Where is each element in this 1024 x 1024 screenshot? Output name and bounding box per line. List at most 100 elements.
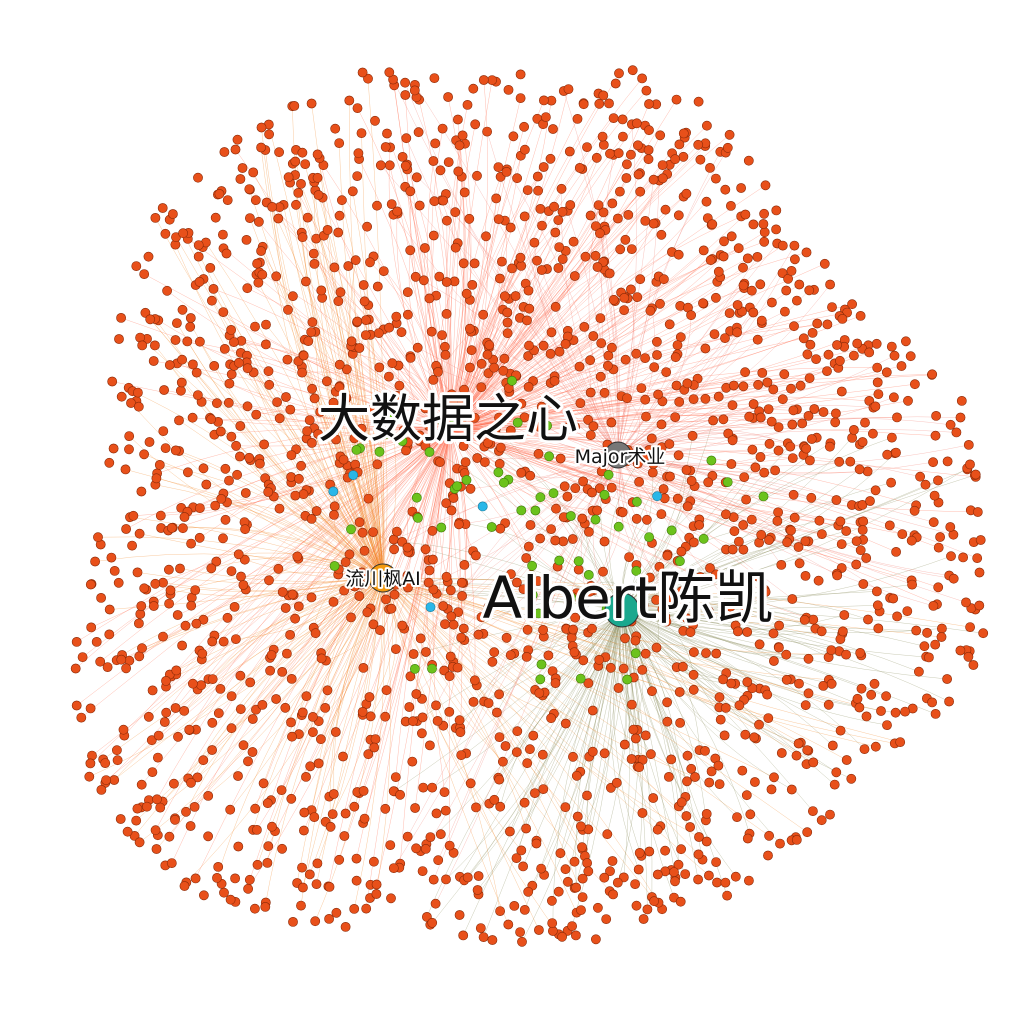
leaf-node bbox=[495, 906, 505, 916]
leaf-node bbox=[264, 379, 275, 390]
leaf-node bbox=[905, 351, 916, 362]
leaf-node bbox=[727, 400, 738, 411]
edge bbox=[425, 429, 454, 653]
leaf-node bbox=[499, 353, 510, 364]
edge bbox=[182, 309, 384, 579]
edge bbox=[291, 429, 451, 799]
leaf-node bbox=[148, 356, 159, 366]
leaf-node bbox=[262, 858, 273, 868]
leaf-node bbox=[181, 806, 191, 817]
edge bbox=[437, 368, 619, 456]
leaf-node bbox=[280, 702, 291, 713]
leaf-node bbox=[307, 317, 318, 328]
leaf-node bbox=[155, 510, 166, 521]
leaf-node bbox=[726, 459, 737, 469]
leaf-node bbox=[711, 173, 721, 184]
leaf-node bbox=[786, 383, 796, 394]
leaf-node bbox=[212, 873, 222, 883]
leaf-node bbox=[808, 757, 819, 768]
leaf-node bbox=[469, 258, 480, 269]
labels-layer: 大数据之心 Major术业 流川枫AI Albert陈凯 bbox=[315, 387, 776, 635]
leaf-node bbox=[440, 349, 451, 360]
edge bbox=[617, 454, 793, 600]
edge bbox=[422, 609, 623, 718]
leaf-node bbox=[759, 467, 770, 478]
leaf-node bbox=[781, 674, 792, 685]
leaf-node bbox=[642, 514, 652, 525]
leaf-node bbox=[441, 277, 452, 287]
leaf-node bbox=[281, 392, 291, 402]
leaf-node bbox=[618, 131, 628, 142]
leaf-node bbox=[786, 525, 796, 536]
leaf-node bbox=[565, 200, 576, 210]
edge bbox=[586, 609, 623, 872]
leaf-node bbox=[671, 380, 682, 391]
leaf-node bbox=[640, 394, 651, 405]
edge bbox=[617, 272, 783, 456]
leaf-node bbox=[297, 367, 307, 378]
leaf-node bbox=[177, 523, 188, 534]
leaf-node bbox=[437, 123, 448, 134]
leaf-node bbox=[649, 362, 660, 372]
leaf-node bbox=[150, 578, 161, 589]
leaf-node bbox=[338, 751, 348, 762]
leaf-node bbox=[523, 886, 534, 897]
leaf-node bbox=[887, 432, 897, 443]
leaf-node bbox=[936, 632, 947, 642]
leaf-node bbox=[491, 193, 502, 204]
leaf-node bbox=[452, 114, 463, 125]
leaf-node bbox=[165, 585, 176, 596]
edge bbox=[321, 297, 384, 579]
leaf-node bbox=[172, 610, 183, 620]
leaf-node bbox=[773, 445, 784, 456]
core-node bbox=[536, 659, 547, 670]
leaf-node bbox=[235, 174, 246, 184]
leaf-node bbox=[872, 600, 883, 611]
leaf-node bbox=[854, 464, 865, 475]
edge bbox=[449, 250, 704, 431]
edge bbox=[346, 369, 384, 579]
leaf-node bbox=[656, 419, 667, 430]
leaf-node bbox=[553, 886, 564, 897]
leaf-node bbox=[233, 841, 244, 852]
leaf-node bbox=[450, 242, 461, 253]
leaf-node bbox=[534, 688, 545, 698]
leaf-node bbox=[473, 871, 484, 881]
leaf-node bbox=[721, 509, 731, 520]
leaf-node bbox=[928, 457, 938, 468]
leaf-node bbox=[219, 343, 230, 354]
leaf-node bbox=[652, 336, 662, 347]
leaf-node bbox=[816, 626, 827, 637]
core-node bbox=[613, 521, 624, 532]
leaf-node bbox=[889, 350, 900, 361]
edge bbox=[449, 376, 601, 431]
leaf-node bbox=[576, 905, 586, 915]
core-node bbox=[381, 429, 392, 439]
leaf-node bbox=[330, 123, 341, 134]
leaf-node bbox=[698, 245, 709, 256]
edge bbox=[449, 339, 845, 431]
leaf-node bbox=[351, 853, 362, 864]
leaf-node bbox=[214, 188, 225, 199]
leaf-node bbox=[718, 414, 729, 425]
edge bbox=[481, 387, 619, 456]
leaf-node bbox=[256, 142, 266, 153]
leaf-node bbox=[626, 754, 637, 764]
leaf-node bbox=[478, 309, 489, 320]
leaf-node bbox=[670, 352, 681, 363]
leaf-node bbox=[252, 859, 263, 870]
leaf-node bbox=[536, 863, 546, 874]
leaf-node bbox=[458, 623, 469, 634]
edge bbox=[617, 397, 894, 456]
leaf-node bbox=[652, 824, 663, 835]
edge bbox=[389, 165, 451, 431]
leaf-node bbox=[823, 699, 834, 710]
leaf-node bbox=[719, 236, 729, 247]
leaf-node bbox=[468, 83, 479, 94]
leaf-node bbox=[287, 589, 298, 600]
leaf-node bbox=[207, 745, 217, 755]
leaf-node bbox=[619, 739, 630, 750]
leaf-node bbox=[857, 499, 868, 510]
leaf-node bbox=[577, 892, 588, 902]
edge bbox=[157, 429, 451, 474]
